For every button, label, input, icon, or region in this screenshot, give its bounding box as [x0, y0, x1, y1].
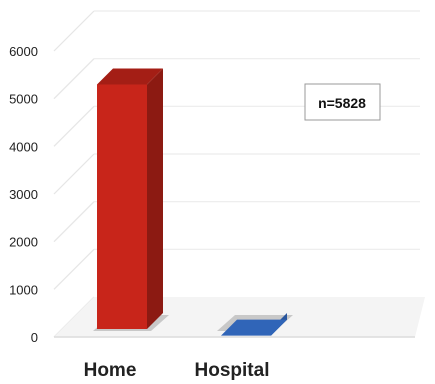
x-axis-categories: Home Hospital	[84, 360, 270, 381]
bar-home-side	[147, 68, 163, 329]
grid-line-diagonal	[53, 105, 95, 147]
annotation-text: n=5828	[318, 95, 366, 111]
grid-line-diagonal	[53, 201, 95, 243]
grid-line-diagonal	[53, 153, 95, 195]
y-tick-label: 1000	[9, 282, 38, 297]
grid-line-diagonal	[53, 248, 95, 290]
x-category-label: Hospital	[195, 360, 270, 381]
y-tick-label: 2000	[9, 235, 38, 250]
annotation-box: n=5828	[304, 83, 381, 121]
y-tick-label: 6000	[9, 44, 38, 59]
annotation-frame	[304, 83, 381, 121]
y-tick-label: 4000	[9, 139, 38, 154]
x-category-label: Home	[84, 360, 137, 381]
bar-home-top	[97, 68, 163, 85]
y-tick-label: 5000	[9, 92, 38, 107]
y-tick-label: 0	[31, 330, 38, 345]
y-tick-label: 3000	[9, 187, 38, 202]
grid-line-diagonal	[53, 58, 95, 100]
grid-line-diagonal	[53, 10, 95, 52]
bars	[93, 68, 293, 336]
y-axis-ticks: 0 1000 2000 3000 4000 5000 6000	[9, 44, 38, 345]
bar-home	[97, 84, 147, 329]
bar-hospital-top	[221, 319, 287, 336]
